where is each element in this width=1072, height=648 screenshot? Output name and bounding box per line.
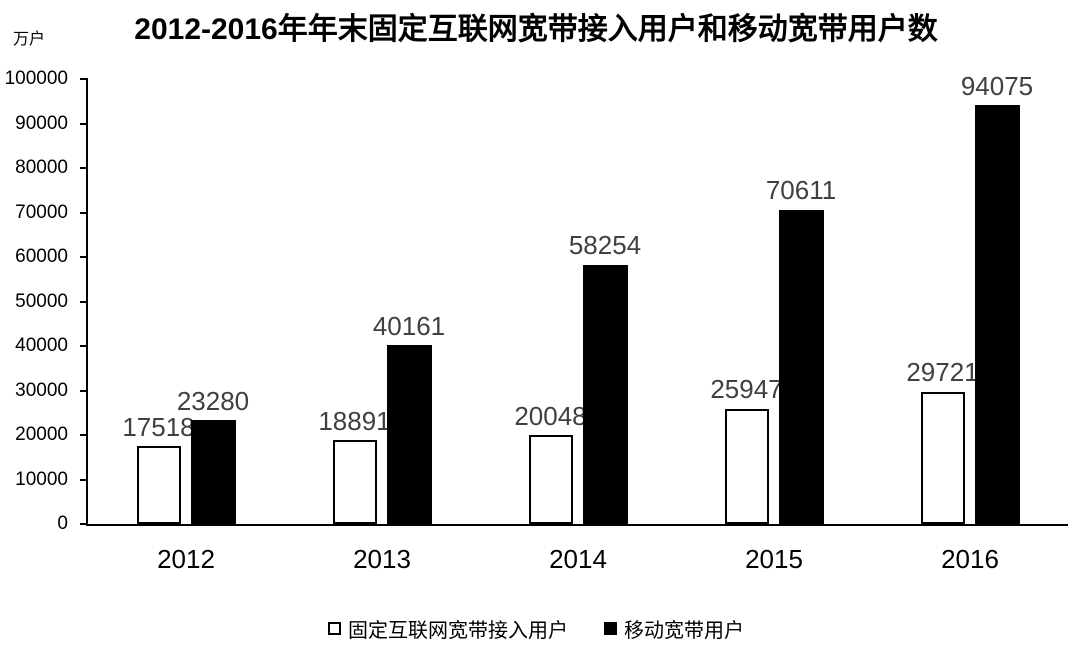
bar-group: 25947 70611 xyxy=(676,79,872,524)
legend-swatch-black-square xyxy=(604,622,617,635)
bar-value-label: 20048 xyxy=(514,400,587,431)
bar-wrap: 25947 xyxy=(710,375,783,524)
bar-value-label: 40161 xyxy=(372,311,446,341)
y-axis-tick-label: 0 xyxy=(57,513,68,534)
y-axis-tick xyxy=(80,434,88,436)
y-axis-tick xyxy=(80,389,88,392)
y-axis-tick-label: 50000 xyxy=(15,290,68,312)
bar-fixed-broadband xyxy=(528,434,573,524)
bar-mobile-broadband xyxy=(778,209,824,524)
bar-wrap: 70611 xyxy=(766,177,836,524)
bar-value-label: 17518 xyxy=(122,411,195,442)
bar-value-label: 94075 xyxy=(960,71,1034,102)
y-axis-tick-label: 30000 xyxy=(15,379,68,401)
bar-fixed-broadband xyxy=(332,439,377,524)
bar-mobile-broadband xyxy=(582,264,628,524)
bar-wrap: 94075 xyxy=(961,72,1033,524)
bar-mobile-broadband xyxy=(974,105,1020,524)
x-axis-tick-label: 2014 xyxy=(549,544,607,574)
bar-value-label: 70611 xyxy=(765,175,837,206)
bar-mobile-broadband xyxy=(190,420,236,524)
y-axis-tick xyxy=(80,122,88,125)
x-axis-tick-label: 2013 xyxy=(353,544,411,574)
bar-group: 20048 58254 xyxy=(480,79,676,524)
y-axis-tick-label: 10000 xyxy=(15,468,68,490)
bar-wrap: 17518 xyxy=(122,413,195,524)
bar-wrap: 23280 xyxy=(177,387,249,524)
bar-value-label: 29721 xyxy=(906,357,979,388)
bar-wrap: 29721 xyxy=(906,359,979,524)
y-axis-tick-label: 70000 xyxy=(15,201,68,223)
legend-item-mobile-broadband: 移动宽带用户 xyxy=(604,614,744,643)
y-axis-tick xyxy=(80,300,88,303)
bar-wrap: 58254 xyxy=(569,232,641,524)
legend-swatch-white-square xyxy=(328,622,341,635)
legend-item-label: 移动宽带用户 xyxy=(624,620,744,642)
y-axis-tick xyxy=(80,167,88,169)
bar-group: 18891 40161 xyxy=(284,79,480,524)
y-axis-tick xyxy=(80,256,88,258)
y-axis-tick-label: 100000 xyxy=(4,68,68,89)
bar-value-label: 18891 xyxy=(318,405,391,436)
bar-value-label: 25947 xyxy=(710,374,783,405)
legend-item-label: 固定互联网宽带接入用户 xyxy=(348,620,568,642)
bar-group: 17518 23280 xyxy=(88,79,284,524)
bar-fixed-broadband xyxy=(724,408,769,524)
y-axis-tick xyxy=(80,211,88,214)
y-axis-tick-label: 40000 xyxy=(15,335,68,356)
bar-value-label: 23280 xyxy=(176,386,250,417)
bar-fixed-broadband xyxy=(136,446,181,524)
legend-item-fixed-broadband: 固定互联网宽带接入用户 xyxy=(328,614,568,643)
bar-wrap: 20048 xyxy=(514,402,587,524)
plot-area: 0 10000 20000 30000 40000 50000 60000 70000 8000… xyxy=(5,68,1068,574)
bar-group: 29721 94075 xyxy=(872,72,1068,524)
bar-wrap: 18891 xyxy=(318,407,391,524)
chart-title: 2012-2016年年末固定互联网宽带接入用户和移动宽带用户数 xyxy=(134,13,938,46)
y-axis-tick-label: 90000 xyxy=(15,112,68,134)
y-axis-tick-label: 60000 xyxy=(15,246,68,267)
x-axis-tick-label: 2015 xyxy=(745,544,803,574)
bar-wrap: 40161 xyxy=(373,312,445,524)
bar-value-label: 58254 xyxy=(568,230,642,261)
legend: 固定互联网宽带接入用户 移动宽带用户 xyxy=(0,614,1072,643)
x-axis-tick-label: 2012 xyxy=(157,544,215,574)
y-axis-tick xyxy=(80,78,88,80)
bar-mobile-broadband xyxy=(386,345,432,524)
bar-fixed-broadband xyxy=(920,391,965,524)
y-axis-tick xyxy=(80,523,88,525)
y-axis-tick xyxy=(80,345,88,347)
x-axis-tick-label: 2016 xyxy=(941,544,999,574)
y-axis-tick xyxy=(80,478,88,481)
y-axis-tick-label: 20000 xyxy=(15,424,68,445)
y-axis-unit-label: 万户 xyxy=(13,31,46,48)
y-axis-tick-label: 80000 xyxy=(15,157,68,178)
